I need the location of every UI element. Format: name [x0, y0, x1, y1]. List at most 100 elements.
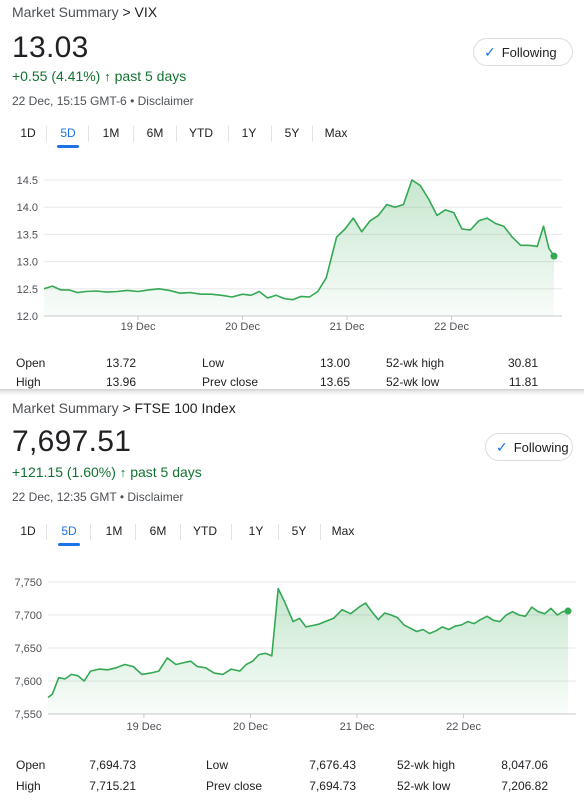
price-value: 7,697.51	[12, 425, 132, 458]
tab-6m[interactable]: 6M	[149, 524, 167, 538]
stat-high: 13.96	[105, 375, 136, 389]
current-price-dot	[564, 607, 572, 615]
tab-1m[interactable]: 1M	[102, 126, 120, 140]
stat-low: 7,676.43	[309, 758, 356, 772]
stat-label-high: High	[16, 779, 41, 793]
y-tick-label: 12.5	[17, 284, 38, 296]
arrow-up-icon: ↑	[104, 69, 111, 84]
stat-label-open: Open	[16, 356, 46, 370]
ftse-price-chart[interactable]: 7,550 7,600 7,650 7,700 7,750 19 Dec 20 Dec 21 …	[0, 558, 584, 748]
y-tick-label: 7,650	[14, 643, 42, 655]
price-value: 13.03	[12, 31, 89, 64]
y-tick-label: 14.0	[17, 202, 38, 214]
stat-label-prev-close: Prev close	[206, 779, 263, 793]
tab-1d[interactable]: 1D	[20, 126, 36, 140]
y-tick-label: 7,600	[14, 676, 42, 688]
following-label: Following	[501, 44, 557, 60]
stat-label-low: Low	[206, 758, 229, 772]
x-tick-label: 21 Dec	[340, 721, 375, 733]
tab-divider	[231, 524, 232, 540]
disclaimer-link[interactable]: • Disclaimer	[130, 94, 194, 108]
y-tick-label: 13.5	[17, 229, 38, 241]
stat-label-low: Low	[202, 356, 225, 370]
tab-divider	[176, 126, 177, 142]
x-tick-label: 20 Dec	[225, 321, 260, 333]
breadcrumb[interactable]: Market Summary > FTSE 100 Index	[12, 400, 236, 416]
tab-1y[interactable]: 1Y	[241, 126, 257, 140]
change-period: past 5 days	[130, 464, 202, 480]
timestamp-line: 22 Dec, 12:35 GMT • Disclaimer	[12, 490, 183, 504]
x-tick-label: 19 Dec	[126, 721, 161, 733]
x-tick-label: 19 Dec	[121, 321, 156, 333]
stat-label-52wk-low: 52-wk low	[397, 779, 451, 793]
tab-1m[interactable]: 1M	[105, 524, 123, 538]
series-area	[44, 180, 554, 316]
tab-ytd[interactable]: YTD	[189, 126, 213, 140]
check-icon: ✓	[496, 438, 508, 455]
stat-low: 13.00	[319, 356, 350, 370]
breadcrumb-prefix[interactable]: Market Summary	[12, 400, 119, 416]
breadcrumb-name: FTSE 100 Index	[134, 400, 236, 416]
stat-52wk-high: 30.81	[507, 356, 538, 370]
stat-label-52wk-high: 52-wk high	[386, 356, 445, 370]
stat-high: 7,715.21	[89, 779, 136, 793]
tab-divider	[88, 126, 89, 142]
series-area	[48, 588, 568, 714]
breadcrumb[interactable]: Market Summary > VIX	[12, 4, 157, 20]
tab-5y[interactable]: 5Y	[284, 126, 300, 140]
tab-1y[interactable]: 1Y	[248, 524, 264, 538]
vix-price-chart[interactable]: 12.0 12.5 13.0 13.5 14.0 14.5 19 Dec 20 Dec 21 D…	[0, 160, 584, 340]
tab-6m[interactable]: 6M	[146, 126, 164, 140]
tab-max[interactable]: Max	[331, 524, 355, 538]
stat-prev-close: 13.65	[319, 375, 350, 389]
tab-divider	[271, 126, 272, 142]
tab-5y[interactable]: 5Y	[291, 524, 307, 538]
price-change: +121.15 (1.60%) ↑ past 5 days	[12, 464, 202, 480]
stat-52wk-low: 7,206.82	[501, 779, 548, 793]
tab-5d[interactable]: 5D	[59, 524, 79, 538]
tab-1d[interactable]: 1D	[20, 524, 36, 538]
tab-max[interactable]: Max	[324, 126, 348, 140]
check-icon: ✓	[484, 43, 496, 60]
breadcrumb-separator: >	[122, 400, 131, 416]
breadcrumb-name: VIX	[134, 4, 158, 20]
tab-divider	[312, 126, 313, 142]
y-tick-label: 14.5	[17, 175, 38, 187]
breadcrumb-prefix[interactable]: Market Summary	[12, 4, 119, 20]
range-tabs: 1D 5D 1M 6M YTD 1Y 5Y Max	[0, 520, 584, 546]
stat-label-prev-close: Prev close	[202, 375, 259, 389]
tab-divider	[46, 524, 47, 540]
tab-divider	[228, 126, 229, 142]
stat-52wk-high: 8,047.06	[501, 758, 548, 772]
following-button[interactable]: ✓ Following	[473, 38, 573, 66]
tab-divider	[278, 524, 279, 540]
y-tick-label: 7,550	[14, 709, 42, 721]
arrow-up-icon: ↑	[119, 465, 127, 480]
price-change: +0.55 (4.41%) ↑ past 5 days	[12, 68, 186, 84]
series-line	[47, 587, 569, 699]
tab-5d[interactable]: 5D	[58, 126, 78, 140]
vix-panel: Market Summary > VIX 13.03 +0.55 (4.41%)…	[0, 0, 584, 389]
change-period: past 5 days	[114, 68, 187, 84]
timestamp-line: 22 Dec, 15:15 GMT-6 • Disclaimer	[12, 94, 194, 108]
tab-ytd[interactable]: YTD	[193, 524, 217, 538]
tab-divider	[46, 126, 47, 142]
tab-divider	[135, 524, 136, 540]
ftse-panel: Market Summary > FTSE 100 Index 7,697.51…	[0, 396, 584, 800]
stat-label-52wk-low: 52-wk low	[386, 375, 440, 389]
timestamp: 22 Dec, 15:15 GMT-6	[12, 94, 127, 108]
x-tick-label: 22 Dec	[434, 321, 469, 333]
stat-open: 7,694.73	[89, 758, 136, 772]
tab-divider	[133, 126, 134, 142]
tab-divider	[320, 524, 321, 540]
stat-label-open: Open	[16, 758, 46, 772]
x-tick-label: 21 Dec	[330, 321, 365, 333]
y-tick-label: 12.0	[17, 311, 38, 323]
following-label: Following	[513, 439, 569, 455]
breadcrumb-separator: >	[122, 4, 131, 20]
disclaimer-link[interactable]: • Disclaimer	[119, 490, 184, 504]
following-button[interactable]: ✓ Following	[485, 433, 573, 461]
change-value: +0.55 (4.41%)	[12, 68, 101, 84]
y-tick-label: 7,700	[14, 610, 42, 622]
series-line	[43, 179, 555, 301]
